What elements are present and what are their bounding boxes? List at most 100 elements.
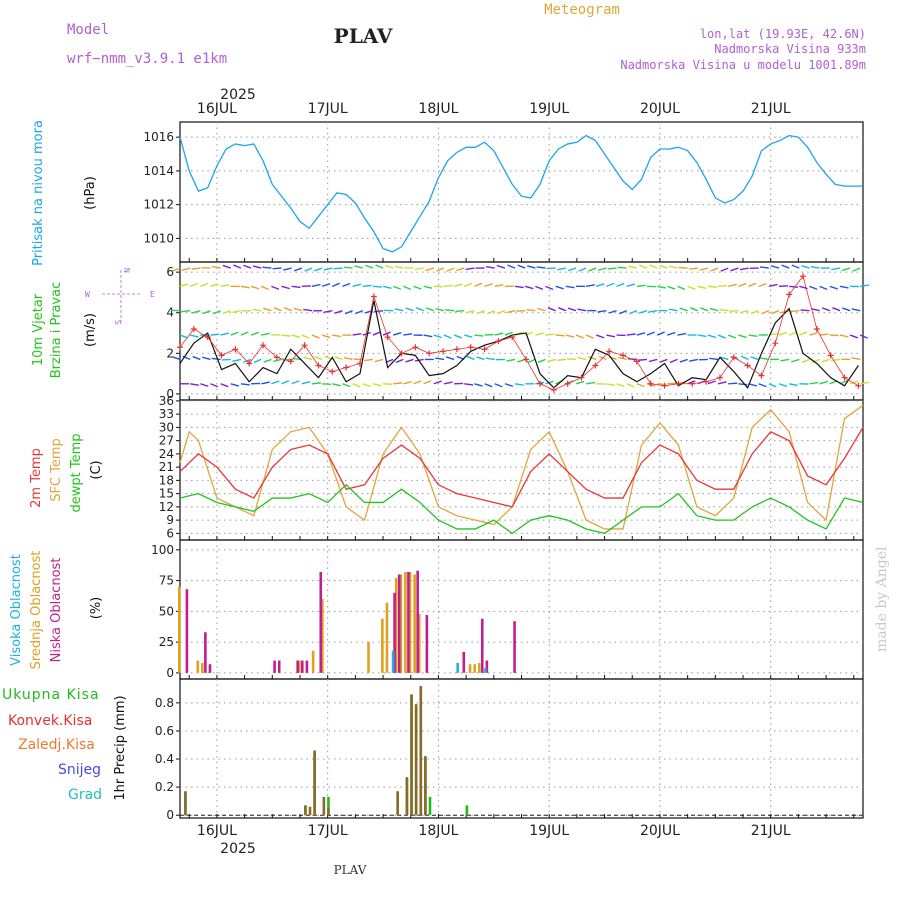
wind-arrow — [506, 310, 516, 314]
wind-arrow — [466, 355, 475, 361]
wind-arrow — [771, 310, 780, 315]
wind-arrow — [189, 334, 199, 338]
wind-arrow — [365, 264, 374, 269]
wind-arrow — [811, 308, 820, 312]
low-cloud-bar — [425, 615, 429, 673]
wind-arrow — [192, 355, 201, 361]
wind-arrow — [648, 358, 658, 363]
wind-arrow — [819, 333, 829, 336]
wind-arrow — [283, 307, 292, 312]
wind-arrow — [474, 282, 483, 288]
y-tick-label: 21 — [159, 460, 174, 474]
low-cloud-bar — [480, 618, 484, 673]
wind-arrow — [405, 358, 414, 363]
wind-arrow — [413, 380, 422, 385]
wind-arrow — [577, 308, 587, 312]
wind-arrow — [646, 331, 655, 336]
wind-ylabel-1: 10m Vjetar — [31, 293, 46, 366]
total-precip-bar — [428, 796, 432, 816]
wind-arrow — [750, 310, 759, 315]
wind-arrow — [649, 264, 658, 269]
mid-cloud-bar — [408, 571, 412, 673]
wind-arrow — [465, 310, 475, 314]
cloud-ylabel-high: Visoka Oblacnost — [9, 554, 24, 666]
mid-cloud-bar — [311, 650, 315, 673]
wind-arrow — [831, 358, 841, 362]
compass-e: E — [150, 290, 155, 299]
wind-arrow — [839, 285, 849, 289]
wind-arrow — [839, 334, 849, 338]
wind-arrow — [433, 334, 442, 339]
wind-arrow — [474, 334, 484, 337]
wind-arrow — [476, 356, 485, 361]
wind-arrow — [618, 310, 627, 315]
wind-arrow — [809, 381, 819, 385]
wind-arrow — [842, 307, 851, 312]
wind-arrow — [535, 285, 544, 290]
y-tick-label: 0.8 — [155, 696, 174, 710]
y-tick-label: 100 — [151, 543, 174, 557]
wind-arrow — [433, 380, 442, 385]
wind-arrow — [181, 267, 191, 272]
wind-arrow — [514, 285, 524, 289]
wind-arrow — [364, 358, 373, 362]
wind-arrow — [250, 331, 260, 336]
y-tick-label: 75 — [159, 574, 174, 588]
high-cloud — [391, 650, 487, 673]
wind-arrow — [413, 285, 422, 290]
wind-ylabel-2: Brzina i Pravac — [49, 282, 64, 379]
wind-arrow — [616, 383, 625, 388]
wind-arrow — [852, 267, 861, 272]
wind-arrow — [332, 282, 340, 288]
wind-arrow — [514, 383, 524, 386]
wind-arrow — [636, 284, 646, 288]
y-tick-label: 6 — [166, 265, 174, 279]
wind-arrow — [423, 380, 432, 385]
wind-arrow — [303, 356, 313, 361]
wind-arrow — [395, 358, 404, 364]
wind-arrow — [281, 285, 290, 290]
wind-arrow — [414, 267, 424, 270]
wind-arrow — [690, 307, 699, 312]
wind-arrow — [496, 310, 506, 315]
wind-arrow — [545, 380, 554, 385]
conv-precip-bar — [396, 791, 399, 816]
wind-arrow — [606, 383, 616, 387]
wind-arrow — [372, 285, 382, 288]
wind-arrow — [790, 310, 800, 313]
y-tick-label: 0.4 — [155, 752, 174, 766]
wind-arrow — [667, 331, 676, 336]
low-cloud-bar — [208, 664, 212, 673]
wind-unit: (m/s) — [83, 313, 98, 347]
temp-ylabel-2m: 2m Temp — [29, 448, 44, 508]
wind-arrow — [263, 307, 272, 312]
wind-arrow — [545, 285, 554, 290]
wind-arrow — [210, 283, 219, 288]
wind-arrow — [230, 383, 240, 387]
wind-arrow — [211, 357, 221, 361]
wind-arrow — [303, 308, 313, 312]
y-tick-label: 9 — [166, 513, 174, 527]
wind-arrow — [768, 283, 778, 288]
wind-arrow — [506, 358, 516, 362]
day-label-bottom: 20JUL — [640, 823, 680, 839]
wind-arrow — [445, 356, 455, 361]
conv-precip-bar — [410, 694, 413, 816]
wind-arrow — [527, 358, 536, 364]
wind-arrow — [849, 380, 859, 385]
day-label-bottom: 16JUL — [197, 823, 237, 839]
wind-arrow — [484, 383, 493, 388]
wind-arrow — [849, 334, 859, 339]
wind-arrow — [597, 267, 607, 271]
day-label-bottom: 21JUL — [751, 823, 791, 839]
wind-arrow — [801, 264, 810, 269]
wind-arrow — [831, 267, 841, 271]
wind-arrow — [638, 358, 648, 361]
wind-arrow — [423, 285, 433, 289]
wind-arrow — [577, 356, 587, 361]
mid-cloud-bar — [381, 618, 384, 673]
wind-arrow — [657, 285, 666, 289]
high-cloud-bar — [484, 667, 487, 673]
pressure-ylabel: Pritisak na nivou mora — [31, 120, 46, 266]
wind-arrow — [283, 267, 292, 271]
